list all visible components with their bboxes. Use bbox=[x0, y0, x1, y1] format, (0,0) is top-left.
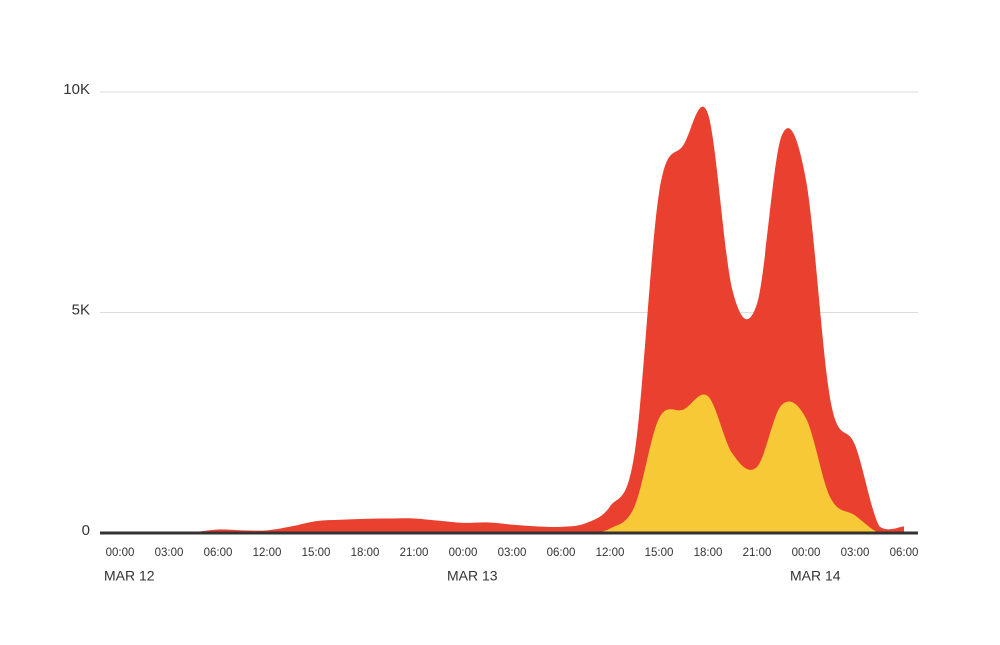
y-tick-label: 10K bbox=[63, 81, 90, 98]
x-tick-label: 18:00 bbox=[351, 547, 380, 559]
x-tick-label: 00:00 bbox=[449, 547, 478, 559]
x-tick-label: 15:00 bbox=[645, 547, 674, 559]
x-tick-label: 03:00 bbox=[155, 547, 184, 559]
date-label: MAR 13 bbox=[447, 568, 498, 584]
x-tick-label: 00:00 bbox=[106, 547, 135, 559]
date-label: MAR 12 bbox=[104, 568, 155, 584]
x-tick-label: 06:00 bbox=[890, 547, 919, 559]
x-tick-label: 03:00 bbox=[498, 547, 527, 559]
x-tick-label: 00:00 bbox=[792, 547, 821, 559]
area bbox=[120, 394, 904, 533]
x-tick-label: 21:00 bbox=[400, 547, 429, 559]
x-tick-label: 18:00 bbox=[694, 547, 723, 559]
x-tick-label: 12:00 bbox=[253, 547, 282, 559]
x-tick-label: 03:00 bbox=[841, 547, 870, 559]
x-tick-label: 12:00 bbox=[596, 547, 625, 559]
date-label: MAR 14 bbox=[790, 568, 841, 584]
x-tick-label: 06:00 bbox=[547, 547, 576, 559]
x-tick-label: 21:00 bbox=[743, 547, 772, 559]
x-tick-label: 15:00 bbox=[302, 547, 331, 559]
y-tick-label: 5K bbox=[72, 301, 90, 318]
y-tick-label: 0 bbox=[82, 522, 90, 539]
x-tick-label: 06:00 bbox=[204, 547, 233, 559]
